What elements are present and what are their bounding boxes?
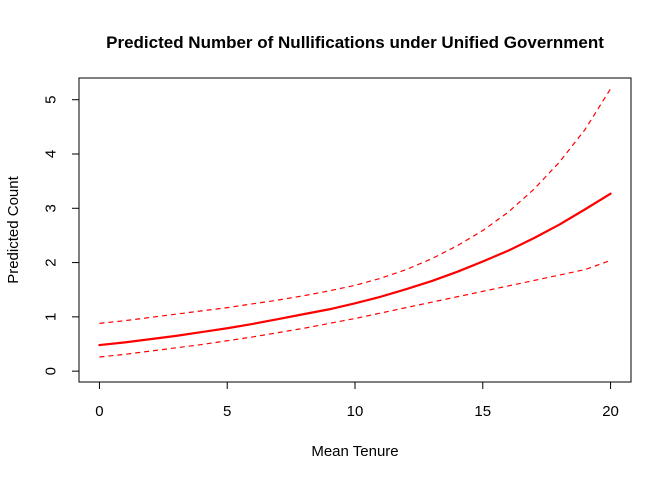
confidence-bound-line	[99, 259, 611, 358]
x-tick-label: 20	[602, 403, 619, 420]
prediction-line	[98, 192, 612, 347]
y-axis: 0 1 2 3 4 5	[43, 96, 80, 375]
x-axis: 0 5 10 15 20	[95, 381, 619, 420]
y-tick-label: 4	[43, 150, 60, 158]
confidence-bound-line	[99, 88, 612, 324]
y-tick-label: 0	[43, 367, 60, 375]
y-tick-label: 2	[43, 258, 60, 266]
x-tick-label: 0	[95, 403, 103, 420]
x-tick-label: 10	[347, 403, 364, 420]
x-axis-label: Mean Tenure	[311, 443, 398, 460]
y-axis-label: Predicted Count	[5, 175, 22, 283]
x-tick-label: 15	[474, 403, 491, 420]
y-tick-label: 3	[43, 204, 60, 212]
y-tick-label: 5	[43, 96, 60, 104]
y-tick-label: 1	[43, 313, 60, 321]
series-layer	[98, 88, 612, 358]
x-tick-label: 5	[223, 403, 231, 420]
chart-title: Predicted Number of Nullifications under…	[106, 33, 604, 52]
